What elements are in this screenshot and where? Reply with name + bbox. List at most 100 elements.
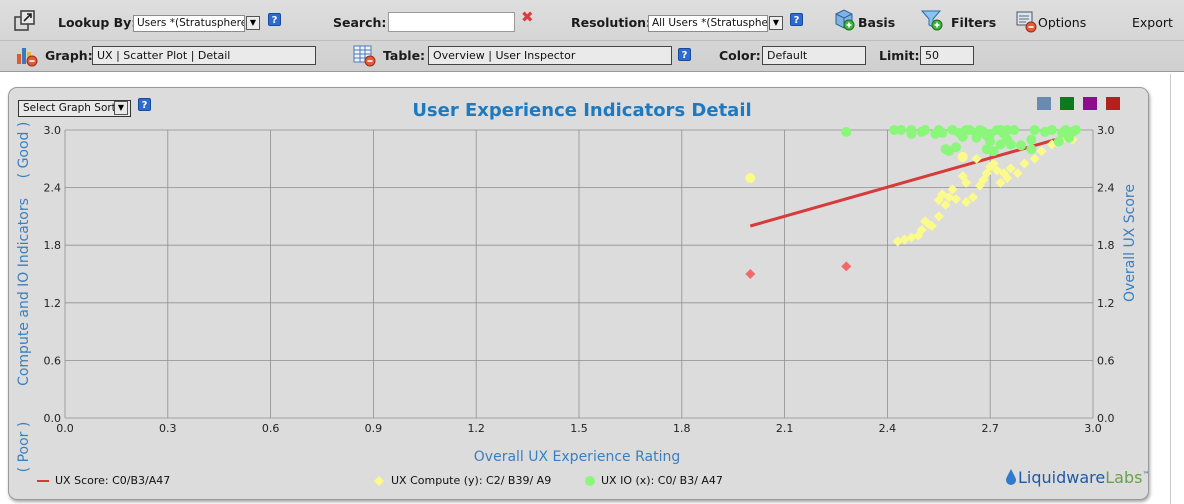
brand-name-part2: Labs bbox=[1105, 468, 1143, 487]
y-tick-label-left: 0.6 bbox=[44, 354, 62, 367]
x-tick-label: 2.7 bbox=[981, 422, 999, 435]
data-point-circle bbox=[1009, 125, 1020, 135]
data-point-diamond bbox=[961, 197, 972, 207]
data-point-circle bbox=[985, 136, 996, 147]
data-point-circle bbox=[906, 128, 917, 139]
filter-icon[interactable] bbox=[920, 8, 944, 32]
lookup-dropdown-icon[interactable]: ▼ bbox=[246, 16, 260, 30]
brand-trademark: ™ bbox=[1142, 470, 1150, 479]
graph-sort-select[interactable]: Select Graph Sort bbox=[18, 100, 131, 117]
data-point-diamond bbox=[947, 184, 958, 195]
data-point-circle bbox=[978, 126, 989, 137]
x-axis-label: Overall UX Experience Rating bbox=[474, 449, 680, 465]
graph-help-icon[interactable]: ? bbox=[138, 98, 151, 111]
data-point-diamond bbox=[968, 192, 979, 203]
search-input[interactable] bbox=[388, 12, 515, 32]
color-label: Color: bbox=[719, 48, 761, 63]
color-swatch-red[interactable] bbox=[1106, 97, 1120, 110]
color-swatch-green[interactable] bbox=[1060, 97, 1074, 110]
data-point-circle bbox=[1026, 144, 1037, 155]
x-tick-label: 3.0 bbox=[1084, 422, 1102, 435]
basis-button[interactable]: Basis bbox=[858, 15, 896, 30]
x-tick-label: 0.3 bbox=[159, 422, 177, 435]
data-point-circle bbox=[1026, 134, 1037, 145]
data-point-circle bbox=[889, 125, 900, 135]
graph-icon[interactable] bbox=[14, 43, 38, 67]
legend-ux-io[interactable]: UX IO (x): C0/ B3/ A47 bbox=[584, 474, 723, 487]
data-point-diamond bbox=[1012, 168, 1023, 179]
legend-ux-score[interactable]: UX Score: C0/B3/A47 bbox=[37, 474, 170, 487]
clear-search-icon[interactable]: ✖ bbox=[521, 8, 534, 26]
y-tick-labels-right: 0.0 0.6 1.2 1.8 2.4 3.0 bbox=[1097, 124, 1115, 425]
y-tick-labels-left: 0.0 0.6 1.2 1.8 2.4 3.0 bbox=[44, 124, 62, 425]
limit-field[interactable]: 50 bbox=[920, 46, 974, 65]
color-swatch-purple[interactable] bbox=[1083, 97, 1097, 110]
brand-logo: LiquidwareLabs™ bbox=[1004, 468, 1149, 487]
y-tick-label-left: 2.4 bbox=[44, 182, 62, 195]
drop-icon bbox=[1006, 469, 1016, 485]
toolbar-row-2: Graph: UX | Scatter Plot | Detail Table:… bbox=[0, 40, 1184, 70]
popout-icon[interactable] bbox=[13, 9, 37, 33]
x-tick-label: 2.4 bbox=[879, 422, 897, 435]
data-point-circle bbox=[1053, 136, 1064, 147]
chart-marks bbox=[745, 125, 1081, 279]
lookup-label: Lookup By: bbox=[58, 15, 137, 30]
graph-sort-label: Select Graph Sort bbox=[23, 102, 116, 114]
y-tick-label-right: 2.4 bbox=[1097, 182, 1115, 195]
data-point-circle bbox=[1064, 132, 1075, 143]
options-icon[interactable] bbox=[1014, 9, 1038, 33]
data-point-diamond bbox=[916, 224, 927, 235]
data-point-circle bbox=[841, 126, 852, 137]
resolution-help-icon[interactable]: ? bbox=[790, 13, 803, 26]
table-icon[interactable] bbox=[352, 43, 376, 67]
y-tick-label-right: 1.8 bbox=[1097, 239, 1115, 252]
table-field[interactable]: Overview | User Inspector bbox=[428, 46, 672, 65]
brand-name-part1: Liquidware bbox=[1018, 468, 1106, 487]
data-point-diamond bbox=[933, 211, 944, 222]
data-point-diamond bbox=[1036, 146, 1047, 157]
export-button[interactable]: Export bbox=[1132, 15, 1173, 30]
data-point-diamond bbox=[950, 194, 961, 205]
resolution-label: Resolution: bbox=[571, 15, 652, 30]
y-tick-label-left: 1.8 bbox=[44, 239, 62, 252]
y-tick-label-left: 3.0 bbox=[44, 124, 62, 137]
graph-sort-dropdown-icon[interactable]: ▼ bbox=[114, 101, 128, 115]
data-point-diamond bbox=[957, 171, 968, 182]
legend-label: UX Compute (y): C2/ B39/ A9 bbox=[391, 474, 552, 487]
y-tick-label-right: 0.0 bbox=[1097, 412, 1115, 425]
filters-button[interactable]: Filters bbox=[951, 15, 997, 30]
color-swatch-blue[interactable] bbox=[1037, 97, 1051, 110]
data-point-diamond bbox=[971, 153, 982, 164]
x-tick-label: 0.9 bbox=[365, 422, 383, 435]
data-point-diamond bbox=[961, 177, 972, 188]
data-point-circle bbox=[896, 125, 907, 135]
y-axis-good-label: ( Good ) bbox=[16, 122, 32, 179]
data-point-circle bbox=[957, 131, 968, 142]
data-point-circle bbox=[971, 132, 982, 143]
legend-circle-icon bbox=[585, 475, 595, 486]
legend-label: UX IO (x): C0/ B3/ A47 bbox=[601, 474, 723, 487]
basis-icon[interactable] bbox=[832, 8, 856, 32]
legend-ux-compute[interactable]: UX Compute (y): C2/ B39/ A9 bbox=[373, 474, 551, 487]
color-field[interactable]: Default bbox=[762, 46, 866, 65]
lookup-help-icon[interactable]: ? bbox=[268, 13, 281, 26]
resolution-dropdown-icon[interactable]: ▼ bbox=[769, 16, 783, 30]
search-label: Search: bbox=[333, 15, 387, 30]
data-point-circle bbox=[1016, 140, 1027, 151]
lookup-select[interactable]: Users *(Stratusphere) bbox=[133, 15, 245, 32]
data-point-circle bbox=[933, 125, 944, 135]
resolution-select[interactable]: All Users *(Stratusphere) bbox=[648, 15, 768, 32]
data-point-circle bbox=[1005, 139, 1016, 150]
y-tick-label-left: 0.0 bbox=[44, 412, 62, 425]
data-point-circle bbox=[1040, 126, 1051, 137]
options-button[interactable]: Options bbox=[1038, 15, 1087, 30]
data-point-diamond bbox=[926, 221, 937, 231]
data-point-circle bbox=[1029, 125, 1040, 135]
data-point-diamond bbox=[841, 261, 852, 272]
scroll-divider bbox=[1170, 74, 1171, 504]
graph-field[interactable]: UX | Scatter Plot | Detail bbox=[92, 46, 316, 65]
data-point-diamond bbox=[1019, 158, 1030, 169]
x-tick-label: 0.0 bbox=[56, 422, 74, 435]
table-help-icon[interactable]: ? bbox=[678, 48, 691, 61]
